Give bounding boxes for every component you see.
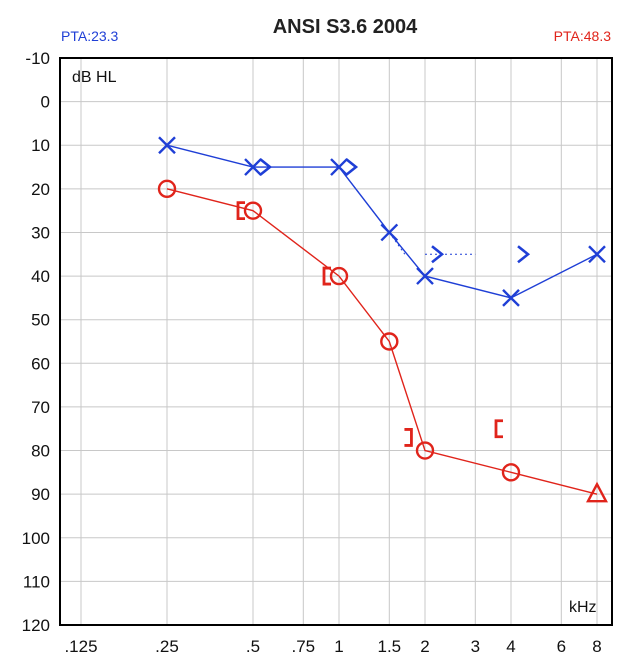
marker-bone-left	[345, 158, 359, 177]
marker-bone-left	[517, 245, 531, 264]
marker-bone-right	[322, 266, 331, 286]
y-tick-label: 100	[22, 529, 50, 548]
marker-x-stroke	[588, 245, 606, 264]
y-tick-label: 70	[31, 398, 50, 417]
marker-x-stroke	[158, 136, 176, 155]
marker-x	[416, 267, 434, 285]
y-tick-label: 10	[31, 136, 50, 155]
x-tick-label: .125	[64, 637, 97, 656]
x-tick-label: 1.5	[377, 637, 401, 656]
pta-right-label: PTA:48.3	[554, 28, 612, 44]
marker-x	[158, 136, 176, 155]
marker-circle	[157, 179, 177, 199]
right-ear-air-series	[157, 179, 608, 503]
x-tick-label: .75	[291, 637, 315, 656]
marker-bone-right	[494, 419, 503, 439]
y-tick-label: 60	[31, 354, 50, 373]
marker-bone-left	[431, 245, 445, 264]
plot-border	[59, 57, 613, 626]
x-tick-label: .5	[246, 637, 260, 656]
marker-x	[330, 158, 348, 176]
chart-title: ANSI S3.6 2004	[273, 16, 418, 38]
y-tick-label: 50	[31, 311, 50, 330]
marker-circle	[329, 266, 349, 286]
y-tick-label: 0	[41, 93, 50, 112]
marker-x-stroke	[244, 158, 262, 176]
pta-left-label: PTA:23.3	[61, 28, 119, 44]
y-tick-label: 30	[31, 223, 50, 242]
left-ear-bone-series	[259, 158, 531, 264]
series-group	[157, 136, 608, 503]
marker-bone-right	[236, 201, 245, 221]
marker-x-stroke	[502, 289, 520, 307]
y-axis-unit-label: dB HL	[72, 69, 117, 86]
y-tick-label: -10	[25, 49, 50, 68]
marker-circle	[415, 441, 435, 460]
x-tick-label: 6	[557, 637, 566, 656]
marker-x-stroke	[380, 223, 399, 242]
marker-triangle	[586, 481, 608, 503]
x-tick-label: 1	[334, 637, 343, 656]
marker-x	[244, 158, 262, 176]
x-tick-label: 2	[420, 637, 429, 656]
y-tick-label: 120	[22, 616, 50, 635]
x-axis-unit-label: kHz	[569, 599, 597, 616]
y-tick-label: 90	[31, 485, 50, 504]
marker-x	[588, 245, 606, 264]
x-tick-label: 8	[592, 637, 601, 656]
right-ear-bone-series	[236, 201, 503, 439]
y-tick-label: 110	[23, 572, 50, 591]
left-ear-air-series	[158, 136, 606, 307]
marker-circle	[501, 463, 521, 482]
y-tick-label: 80	[31, 442, 50, 461]
x-tick-label: 3	[471, 637, 480, 656]
marker-x-stroke	[416, 267, 434, 285]
x-tick-label: 4	[506, 637, 515, 656]
y-axis-ticks: -10 0 10 20 30 40 50 60 70 80 90 100 110 120	[22, 49, 50, 635]
x-tick-label: .25	[155, 637, 179, 656]
marker-x	[380, 223, 399, 242]
x-axis-ticks: .125 .25 .5 .75 1 1.5 2 3 4 6 8	[64, 637, 601, 656]
marker-circle	[243, 201, 263, 220]
marker-bone-masked	[404, 428, 413, 447]
marker-x	[502, 289, 520, 307]
y-tick-label: 40	[31, 267, 50, 286]
marker-circle	[380, 332, 399, 351]
marker-bone-left	[259, 158, 273, 177]
series-line	[166, 188, 598, 495]
plot-frame	[59, 57, 613, 626]
y-tick-label: 20	[31, 180, 50, 199]
marker-x-stroke	[330, 158, 348, 176]
